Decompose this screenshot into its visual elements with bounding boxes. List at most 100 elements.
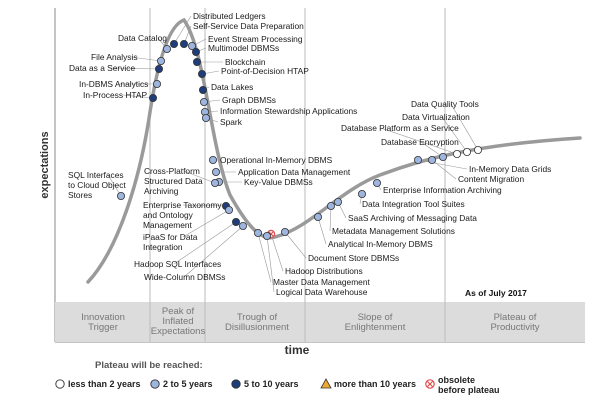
tech-label: Self-Service Data Preparation <box>193 21 304 31</box>
leader-line <box>441 116 468 153</box>
leader-line <box>182 209 230 238</box>
phase-label: Trigger <box>88 322 118 333</box>
tech-label: Data Lakes <box>211 82 253 92</box>
tech-marker <box>152 80 161 89</box>
leader-line <box>450 103 479 151</box>
tech-label: Operational In-Memory DBMS <box>220 155 333 165</box>
tech-marker <box>162 45 171 54</box>
legend-obsolete-icon <box>425 379 435 389</box>
tech-marker <box>191 48 200 57</box>
tech-label: Logical Data Warehouse <box>276 287 368 297</box>
legend-label: obsolete before plateau <box>438 375 500 395</box>
tech-marker <box>197 70 206 79</box>
tech-marker <box>427 155 436 164</box>
tech-marker <box>211 167 220 176</box>
leader-line <box>122 94 154 99</box>
legend-circle-icon <box>231 379 241 389</box>
tech-label: Database Platform as a Service <box>341 123 459 133</box>
leader-line <box>329 205 332 232</box>
phase-label: Expectations <box>151 326 206 337</box>
phase-label: Slope of <box>358 312 393 323</box>
tech-marker <box>208 155 217 164</box>
tech-marker <box>357 189 366 198</box>
legend-label: less than 2 years <box>68 379 141 389</box>
tech-marker <box>280 227 289 236</box>
leader-line <box>431 159 457 180</box>
phase-label: Disillusionment <box>225 322 289 333</box>
phase-band <box>55 302 585 342</box>
tech-marker <box>187 42 196 51</box>
tech-label: Enterprise Information Archiving <box>383 185 502 195</box>
leader-line <box>107 174 122 197</box>
tech-label: iPaaS for Data Integration <box>143 232 198 252</box>
tech-label: Point-of-Decision HTAP <box>221 66 309 76</box>
tech-label: Master Data Management <box>273 277 370 287</box>
legend-label: 2 to 5 years <box>163 379 213 389</box>
tech-label: Spark <box>220 117 243 127</box>
tech-marker <box>156 57 165 66</box>
leader-line <box>183 225 244 278</box>
tech-marker <box>210 178 219 187</box>
tech-marker <box>201 114 210 123</box>
tech-label: Distributed Ledgers <box>193 11 266 21</box>
tech-label: Blockchain <box>225 57 266 67</box>
leader-line <box>183 170 216 184</box>
tech-label: Data Quality Tools <box>411 99 479 109</box>
tech-label: SaaS Archiving of Messaging Data <box>348 213 477 223</box>
tech-label: Multimodel DBMSs <box>208 43 279 53</box>
leader-line <box>182 204 227 207</box>
tech-marker <box>198 86 207 95</box>
tech-label: Content Migration <box>458 174 524 184</box>
leader-line <box>417 159 468 170</box>
tech-marker <box>224 205 233 214</box>
phase-label: Innovation <box>81 312 125 323</box>
tech-marker <box>169 40 178 49</box>
tech-marker <box>452 149 461 158</box>
tech-label: Hadoop SQL Interfaces <box>134 259 221 269</box>
tech-marker <box>199 98 208 107</box>
leader-line <box>266 235 275 293</box>
tech-label: Analytical In-Memory DBMS <box>328 239 433 249</box>
leader-line <box>173 15 192 45</box>
phase-label: Enlightenment <box>345 322 406 333</box>
y-axis-label: expectations <box>39 131 51 198</box>
tech-marker <box>372 178 381 187</box>
leader-line <box>317 216 327 245</box>
leader-line <box>420 141 444 158</box>
tech-marker <box>438 152 447 161</box>
tech-marker <box>313 212 322 221</box>
tech-marker <box>473 145 482 154</box>
tech-label: Enterprise Taxonomy and Ontology Managemen… <box>143 200 222 230</box>
tech-label: In-DBMS Analytics <box>79 79 148 89</box>
tech-label: Key-Value DBMSs <box>244 177 313 187</box>
tech-marker <box>238 221 247 230</box>
leader-line <box>108 67 160 70</box>
tech-label: File Analysis <box>91 52 138 62</box>
tech-label: Data Virtualization <box>402 112 470 122</box>
tech-label: SQL Interfaces to Cloud Object Stores <box>68 170 126 200</box>
phase-label: Trough of <box>237 312 278 323</box>
leader-line <box>257 232 272 283</box>
legend-circle-icon <box>150 379 160 389</box>
phase-label: Inflated <box>162 316 193 327</box>
legend-label: 5 to 10 years <box>244 379 299 389</box>
tech-marker <box>231 217 240 226</box>
tech-marker <box>192 58 201 67</box>
tech-label: Hadoop Distributions <box>285 266 363 276</box>
tech-label: Database Encryption <box>381 137 459 147</box>
tech-label: Wide-Column DBMSs <box>144 272 225 282</box>
phase-label: Plateau of <box>494 312 537 323</box>
legend-title: Plateau will be reached: <box>95 360 203 371</box>
tech-label: Information Stewardship Applications <box>220 106 357 116</box>
tech-marker <box>413 155 422 164</box>
tech-marker <box>253 228 262 237</box>
x-axis-label: time <box>285 343 310 357</box>
tech-marker <box>117 191 126 200</box>
as-of-label: As of July 2017 <box>465 288 527 298</box>
tech-label: In-Process HTAP <box>83 90 147 100</box>
tech-label: Document Store DBMSs <box>308 253 399 263</box>
phase-label: Productivity <box>490 322 539 333</box>
leader-line <box>284 231 307 259</box>
tech-marker <box>154 65 163 74</box>
leader-line <box>270 233 284 272</box>
